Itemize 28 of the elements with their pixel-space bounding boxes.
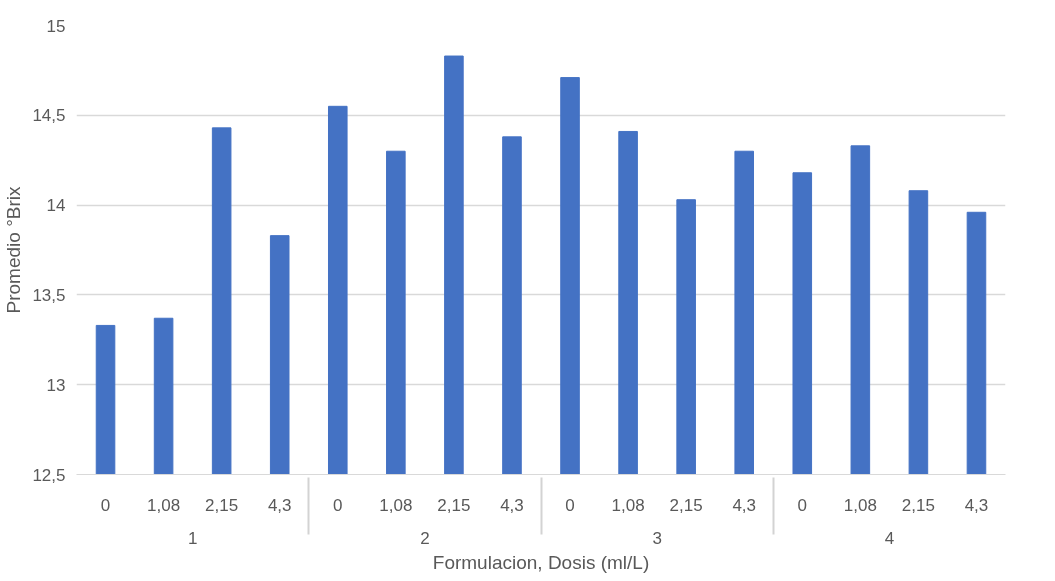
y-tick-label: 14 (46, 196, 66, 216)
x-tick-label: 4,3 (500, 495, 524, 515)
x-tick-label: 0 (100, 495, 111, 515)
y-tick-label: 13 (46, 375, 66, 395)
text: 3 (652, 528, 662, 548)
text: 2 (420, 528, 430, 548)
text: 4 (884, 528, 895, 548)
x-tick-label: 0 (565, 495, 575, 515)
x-tick-label: 0 (333, 495, 343, 515)
y-tick-label: 13,5 (32, 285, 66, 305)
x-tick-label: 4,3 (964, 495, 989, 515)
text: 1 (187, 528, 198, 548)
y-tick-label: 14,5 (32, 106, 66, 126)
x-tick-label: 1,08 (843, 495, 877, 515)
x-tick-label: 2,15 (205, 495, 239, 515)
y-tick-label: 15 (46, 16, 66, 36)
x-tick-label: 0 (797, 495, 808, 515)
x-tick-label: 2,15 (669, 495, 703, 515)
x-tick-label: 1,08 (611, 495, 645, 515)
x-tick-label: 2,15 (437, 495, 471, 515)
x-tick-label: 2,15 (901, 495, 935, 515)
x-tick-label: 1,08 (147, 495, 181, 515)
x-tick-label: 1,08 (379, 495, 413, 515)
x-tick-label: 4,3 (732, 495, 757, 515)
x-axis-title: Formulacion, Dosis (ml/L) (432, 551, 650, 573)
y-axis-title: Promedio °Brix (3, 186, 25, 314)
x-tick-label: 4,3 (267, 495, 292, 515)
y-tick-label: 12,5 (32, 465, 66, 485)
